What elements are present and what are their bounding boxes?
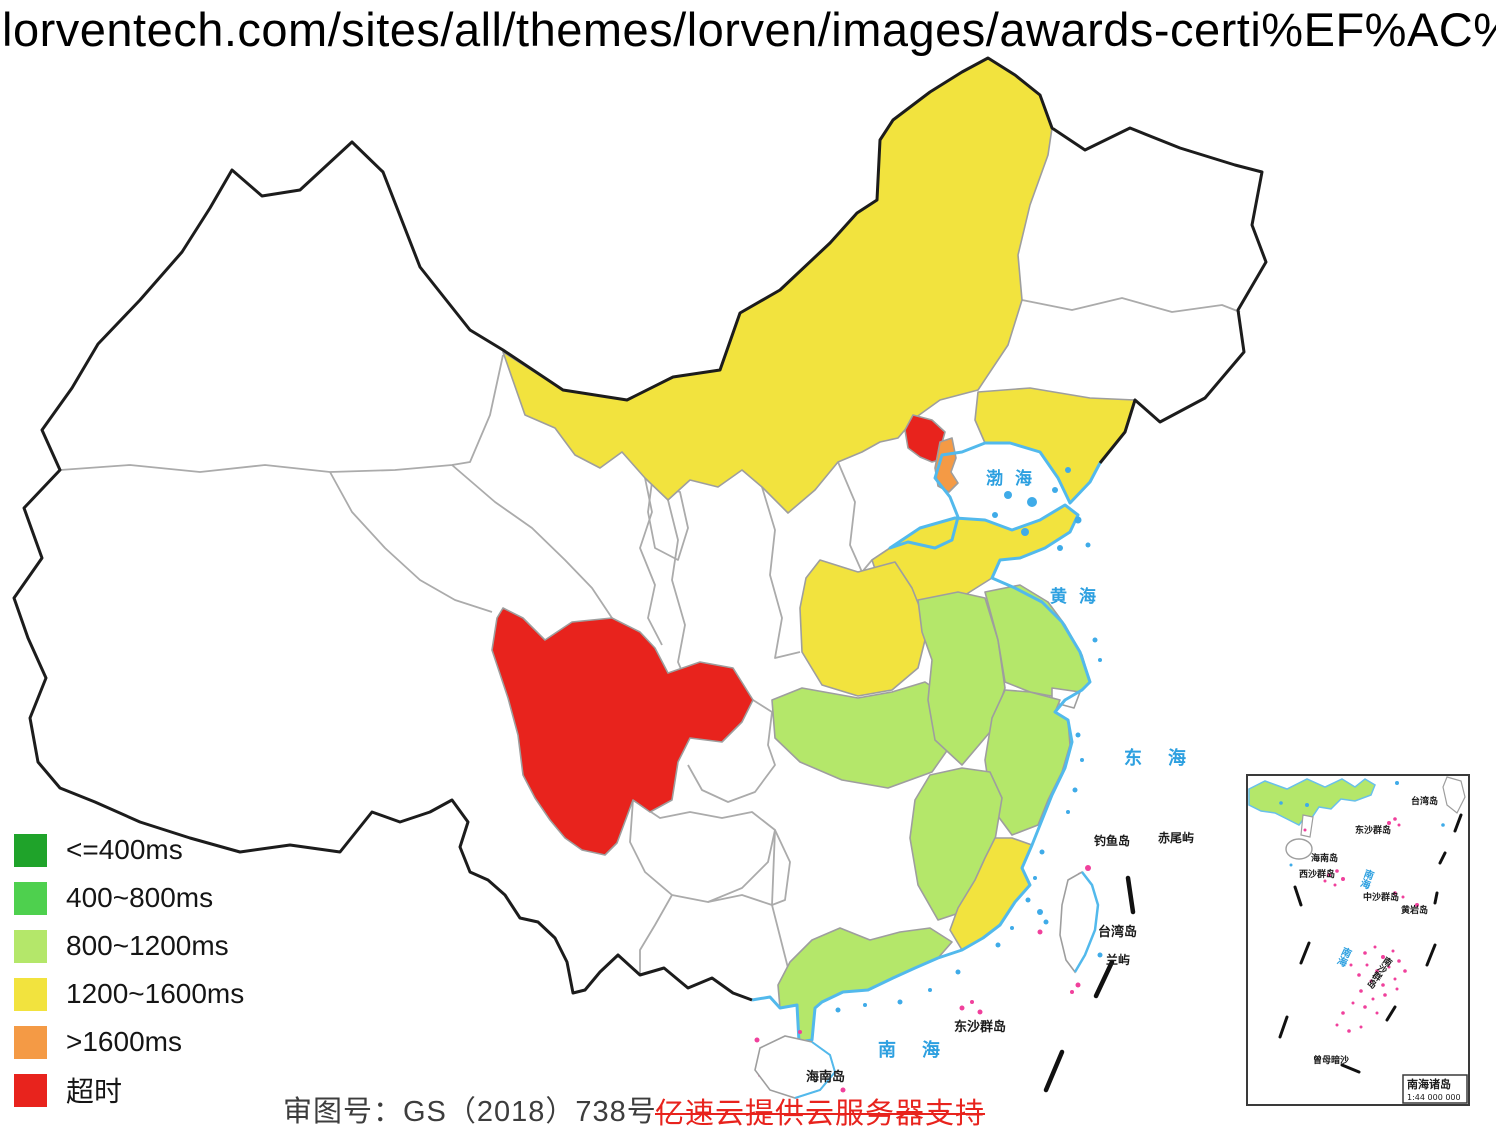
national-border [12, 56, 1268, 1002]
legend-label: 800~1200ms [66, 930, 229, 961]
yellow-sea-label: 黄海 [1050, 586, 1108, 607]
dongsha-label: 东沙群岛 [954, 1019, 1006, 1035]
border-hunan-west [771, 829, 791, 906]
inset-sea-dots [1279, 781, 1445, 867]
chiwei-label: 赤尾屿 [1158, 830, 1194, 845]
legend-item: 400~800ms [14, 874, 244, 922]
diaoyu-label: 钓鱼岛 [1094, 833, 1130, 848]
inset-zhongsha-label: 中沙群岛 [1363, 891, 1399, 903]
inset-nine-dash [1278, 813, 1463, 1074]
border-tibet-qinghai [329, 471, 493, 613]
inset-island-dots [1303, 817, 1419, 1033]
inset-leizhou [1300, 814, 1314, 838]
border-heilongjiang-jilin [1021, 297, 1241, 313]
inset-title: 南海诸岛 [1407, 1077, 1451, 1091]
lanyu-label: 兰屿 [1106, 952, 1130, 967]
legend-label: >1600ms [66, 1026, 182, 1057]
legend-swatch [14, 1073, 47, 1107]
legend-swatch [14, 833, 47, 867]
region-anhui [917, 591, 1006, 766]
legend-item: <=400ms [14, 826, 244, 874]
border-xinjiang-south [59, 354, 504, 473]
border-guangxi [639, 829, 789, 975]
border-qinghai-gansu [451, 464, 613, 619]
south-china-sea-inset: 台湾岛 东沙群岛 海南岛 西沙群岛 中沙群岛 黄岩岛 南海 南海 南沙群岛 曾母… [1246, 774, 1470, 1106]
hainan-coast [794, 1041, 837, 1099]
east-sea-label: 东海 [1124, 747, 1212, 769]
inset-dongsha-label: 东沙群岛 [1355, 824, 1391, 836]
sea-texture-dots [835, 467, 1103, 1013]
legend-swatch [14, 977, 47, 1011]
legend-item: 超时 [14, 1066, 244, 1114]
hainan-label: 海南岛 [806, 1069, 845, 1085]
region-henan [799, 559, 929, 697]
legend-item: 1200~1600ms [14, 970, 244, 1018]
nine-dash-line [1043, 875, 1136, 1093]
inset-title-box: 南海诸岛 1:44 000 000 [1402, 1074, 1468, 1104]
inset-xisha-label: 西沙群岛 [1299, 868, 1335, 880]
border-shaanxi-east [761, 486, 801, 659]
legend-label: <=400ms [66, 834, 183, 865]
bohai-sea-label: 渤海 [986, 468, 1044, 489]
inset-taiwan-label: 台湾岛 [1411, 795, 1438, 807]
coastline [751, 441, 1102, 1044]
inset-hainan [1285, 838, 1313, 860]
inset-scale: 1:44 000 000 [1407, 1093, 1461, 1102]
legend-swatch [14, 881, 47, 915]
border-gansu-strip [639, 477, 663, 646]
legend-label: 400~800ms [66, 882, 214, 913]
border-ningxia [647, 481, 689, 561]
url-text: lorventech.com/sites/all/themes/lorven/i… [2, 3, 1496, 56]
taiwan-east-coast [1073, 871, 1100, 973]
inset-zengmu-label: 曾母暗沙 [1313, 1054, 1349, 1066]
legend-swatch [14, 1025, 47, 1059]
legend-item: >1600ms [14, 1018, 244, 1066]
legend-swatch [14, 929, 47, 963]
legend-item: 800~1200ms [14, 922, 244, 970]
border-guizhou [629, 799, 776, 903]
inset-hainan-label: 海南岛 [1311, 852, 1338, 864]
provider-credit-link[interactable]: 亿速云提供云服务器支持 [655, 1098, 986, 1130]
latency-legend: <=400ms 400~800ms 800~1200ms 1200~1600ms… [14, 826, 244, 1114]
footer: 审图号：GS（2018）738号 亿速云提供云服务器支持 [0, 1088, 1496, 1130]
south-sea-label: 南海 [878, 1039, 966, 1061]
border-chongqing [687, 699, 776, 803]
legend-label: 超时 [66, 1076, 123, 1107]
inset-taiwan [1442, 776, 1466, 814]
inset-huangyan-label: 黄岩岛 [1401, 904, 1428, 916]
region-sichuan [491, 607, 754, 856]
legend-label: 1200~1600ms [66, 978, 245, 1009]
taiwan-label: 台湾岛 [1098, 924, 1137, 940]
map-approval-number: 审图号：GS（2018）738号 [283, 1096, 657, 1128]
inset-guangdong-coast [1248, 778, 1376, 826]
